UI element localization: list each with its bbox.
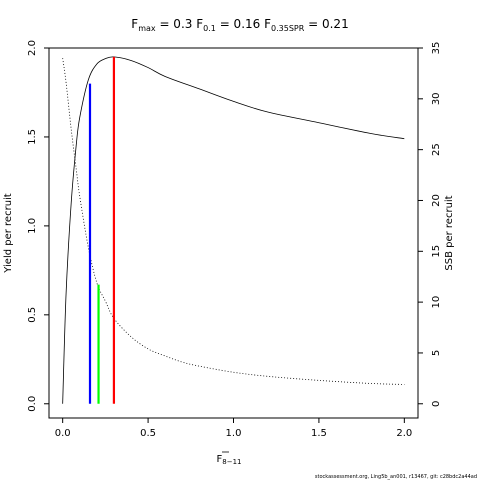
f01-sub: 0.1 bbox=[203, 24, 216, 33]
y-right-tick-label: 25 bbox=[431, 143, 442, 156]
fmax-sub: max bbox=[138, 24, 156, 33]
y-left-tick-label: 2.0 bbox=[27, 40, 38, 56]
chart-title: Fmax = 0.3 F0.1 = 0.16 F0.35SPR = 0.21 bbox=[131, 17, 348, 33]
x-tick-label: 1.5 bbox=[311, 428, 327, 439]
fmax-value: = 0.3 bbox=[156, 17, 193, 31]
x-tick-label: 0.5 bbox=[140, 428, 156, 439]
y-right-tick-label: 35 bbox=[431, 42, 442, 55]
f35-value: = 0.21 bbox=[304, 17, 348, 31]
y-axis-label-right: SSB per recruit bbox=[444, 195, 455, 270]
f01-value: = 0.16 bbox=[216, 17, 260, 31]
y-right-tick-label: 30 bbox=[431, 92, 442, 105]
refline-layer bbox=[88, 56, 116, 404]
y-right-tick-label: 5 bbox=[431, 350, 442, 356]
footer-credit: stockassessment.org, Ling5b_an001, r1346… bbox=[315, 474, 477, 480]
series-layer bbox=[62, 56, 405, 404]
x-axis-label-main: F bbox=[217, 454, 223, 465]
fmax-label: F bbox=[131, 17, 138, 31]
x-tick-label: 2.0 bbox=[396, 428, 412, 439]
x-tick-label: 1.0 bbox=[226, 428, 242, 439]
y-left-tick-label: 1.5 bbox=[27, 129, 38, 145]
f01-label: F bbox=[196, 17, 203, 31]
x-axis-label: F8−11 bbox=[217, 454, 242, 466]
y-axis-label-left: Yield per recruit bbox=[3, 193, 14, 274]
ticks-layer: 0.0 0.5 1.0 1.5 2.0 0.0 0.5 1.0 1.5 2.0 0 5 10 15 20 25… bbox=[27, 40, 442, 439]
plot-frame bbox=[48, 47, 419, 419]
y-right-tick-label: 10 bbox=[431, 296, 442, 309]
y-left-tick-label: 1.0 bbox=[27, 218, 38, 234]
x-axis-label-sub: 8−11 bbox=[222, 458, 241, 466]
yield-per-recruit-line bbox=[62, 56, 405, 404]
y-left-tick-label: 0.5 bbox=[27, 307, 38, 323]
f35-sub: 0.35SPR bbox=[271, 24, 305, 33]
y-left-tick-label: 0.0 bbox=[27, 396, 38, 412]
y-right-tick-label: 0 bbox=[431, 401, 442, 407]
y-right-tick-label: 15 bbox=[431, 245, 442, 258]
x-tick-label: 0.0 bbox=[55, 428, 71, 439]
y-right-tick-label: 20 bbox=[431, 194, 442, 207]
f35-label: F bbox=[264, 17, 271, 31]
